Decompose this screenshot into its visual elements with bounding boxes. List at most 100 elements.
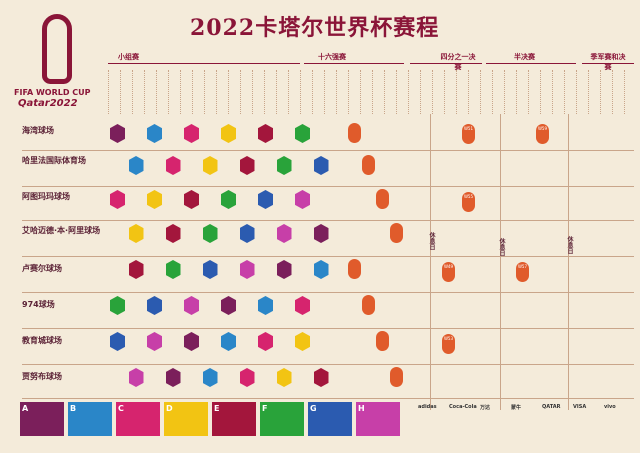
date-column <box>348 70 360 114</box>
date-column <box>324 70 336 114</box>
group-match <box>147 332 162 351</box>
venue-label: 海湾球场 <box>22 126 54 135</box>
group-match <box>128 224 144 243</box>
group-match <box>110 124 125 143</box>
group-match <box>221 296 236 315</box>
stage-divider <box>304 63 404 64</box>
date-column <box>204 70 216 114</box>
stage-group: 小组赛 <box>118 53 139 61</box>
group-match <box>202 368 218 387</box>
row-divider <box>22 150 634 151</box>
knockout-match: W53 <box>442 334 455 354</box>
date-column <box>576 70 588 114</box>
rest-day-label: 休息日 <box>566 236 573 254</box>
date-column <box>372 70 384 114</box>
date-column <box>168 70 180 114</box>
row-divider <box>22 328 634 329</box>
round16-match <box>348 259 361 279</box>
stage-round16: 十六强赛 <box>318 53 346 61</box>
group-match <box>147 190 162 209</box>
group-match <box>313 260 329 279</box>
date-column <box>624 70 636 114</box>
stage-divider <box>410 63 482 64</box>
stage-semi: 半决赛 <box>514 53 535 61</box>
date-column <box>408 70 420 114</box>
venue-label: 教育城球场 <box>22 336 62 345</box>
group-match <box>258 296 273 315</box>
round16-match <box>376 331 389 351</box>
group-match <box>110 190 125 209</box>
group-match <box>295 124 310 143</box>
logo-line-2: Qatar2022 <box>18 98 78 109</box>
row-divider <box>22 186 634 187</box>
group-match <box>221 190 236 209</box>
group-match <box>110 332 125 351</box>
date-column <box>564 70 576 114</box>
group-match <box>313 224 329 243</box>
row-divider <box>22 292 634 293</box>
group-legend-item: C <box>116 402 160 436</box>
date-column <box>504 70 516 114</box>
date-column <box>552 70 564 114</box>
stage-divider <box>582 63 634 64</box>
rest-day-label: 休息日 <box>498 238 505 256</box>
date-column <box>108 70 120 114</box>
group-legend-item: H <box>356 402 400 436</box>
group-match <box>128 368 144 387</box>
round16-match <box>376 189 389 209</box>
knockout-match: W49 <box>442 262 455 282</box>
round16-match <box>362 295 375 315</box>
date-column <box>444 70 456 114</box>
round16-match <box>390 223 403 243</box>
sponsor-strip: adidas Coca-Cola 万达 蒙牛 QATAR VISA vivo <box>418 404 636 418</box>
date-column <box>276 70 288 114</box>
sponsor-logo: VISA <box>573 404 587 410</box>
knockout-match: W55 <box>462 192 475 212</box>
date-header <box>108 70 636 114</box>
stage-divider <box>108 63 300 64</box>
group-legend-item: F <box>260 402 304 436</box>
group-match <box>258 190 273 209</box>
date-column <box>192 70 204 114</box>
group-match <box>313 368 329 387</box>
group-match <box>147 296 162 315</box>
group-match <box>239 156 255 175</box>
round16-match <box>348 123 361 143</box>
date-column <box>480 70 492 114</box>
group-match <box>184 124 199 143</box>
date-column <box>588 70 600 114</box>
logo-line-1: FIFA WORLD CUP <box>14 88 91 97</box>
group-match <box>295 296 310 315</box>
group-match <box>110 296 125 315</box>
group-match <box>276 260 292 279</box>
group-match <box>276 368 292 387</box>
date-column <box>336 70 348 114</box>
sponsor-logo: 万达 <box>480 405 491 411</box>
group-match <box>258 124 273 143</box>
date-column <box>180 70 192 114</box>
date-column <box>360 70 372 114</box>
page-title: 2022卡塔尔世界杯赛程 <box>190 15 440 41</box>
group-match <box>295 332 310 351</box>
date-column <box>528 70 540 114</box>
group-match <box>202 156 218 175</box>
rest-column-line <box>568 114 569 410</box>
group-match <box>165 156 181 175</box>
group-match <box>128 156 144 175</box>
date-column <box>540 70 552 114</box>
venue-label: 阿图玛玛球场 <box>22 192 70 201</box>
stage-final: 季军赛和决赛 <box>590 53 626 71</box>
group-match <box>221 124 236 143</box>
round16-match <box>390 367 403 387</box>
row-divider <box>22 220 634 221</box>
date-column <box>288 70 300 114</box>
venue-label: 贾努布球场 <box>22 372 62 381</box>
group-match <box>165 224 181 243</box>
round16-match <box>362 155 375 175</box>
group-match <box>313 156 329 175</box>
knockout-match: W57 <box>516 262 529 282</box>
date-column <box>420 70 432 114</box>
group-match <box>239 224 255 243</box>
